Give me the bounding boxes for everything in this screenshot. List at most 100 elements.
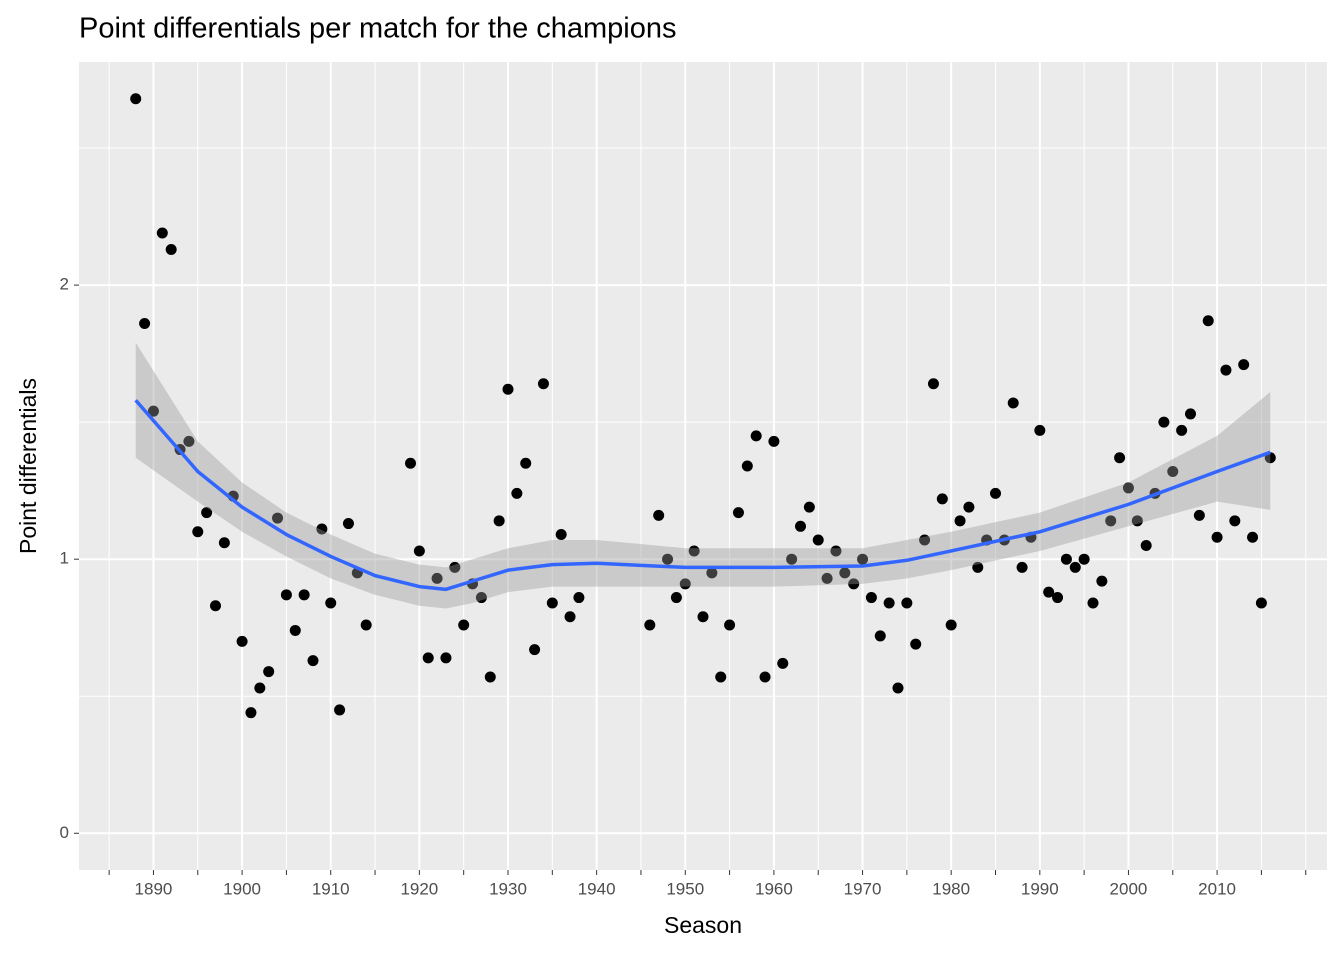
point <box>218 537 230 549</box>
point <box>883 597 895 609</box>
point <box>449 561 461 573</box>
y-tick-label: 0 <box>60 823 69 842</box>
point <box>334 704 346 716</box>
point <box>210 600 221 612</box>
point <box>945 619 957 631</box>
point <box>254 682 266 694</box>
point <box>236 635 248 647</box>
point <box>156 227 168 239</box>
point <box>1140 539 1152 551</box>
x-tick-label: 2000 <box>1110 879 1148 898</box>
point <box>413 545 425 557</box>
point <box>529 644 541 656</box>
point <box>662 553 674 565</box>
point <box>1255 597 1267 609</box>
point <box>1185 408 1196 420</box>
point <box>502 383 514 395</box>
point <box>830 545 842 557</box>
point <box>777 657 789 669</box>
point <box>316 523 328 535</box>
point <box>990 487 1001 499</box>
point <box>511 487 523 499</box>
point <box>653 509 665 521</box>
point <box>1238 359 1250 371</box>
x-tick-label: 1940 <box>578 879 616 898</box>
point <box>732 507 744 519</box>
point <box>1043 586 1055 598</box>
point <box>1016 561 1028 573</box>
point <box>795 520 806 532</box>
point <box>1211 531 1223 543</box>
point <box>289 624 301 636</box>
point <box>901 597 913 609</box>
point <box>475 592 487 604</box>
x-tick-label: 1900 <box>223 879 261 898</box>
point <box>803 501 815 513</box>
point <box>298 589 310 601</box>
point <box>342 518 354 530</box>
x-tick-label: 2010 <box>1198 879 1236 898</box>
x-tick-label: 1890 <box>135 879 173 898</box>
x-axis-title: Season <box>664 912 742 938</box>
point <box>484 671 496 683</box>
point <box>422 652 434 664</box>
point <box>147 405 159 417</box>
point <box>688 545 700 557</box>
panel-background <box>79 62 1327 870</box>
point <box>493 515 505 527</box>
point <box>458 619 470 631</box>
point <box>874 630 886 642</box>
point <box>715 671 727 683</box>
point <box>1176 424 1188 436</box>
x-tick-label: 1970 <box>844 879 882 898</box>
point <box>1158 416 1170 428</box>
point <box>848 578 860 590</box>
smooth-line <box>134 399 1271 592</box>
point <box>670 592 682 604</box>
point <box>139 317 151 329</box>
point <box>440 652 452 664</box>
point <box>130 93 142 105</box>
point <box>555 529 567 541</box>
point <box>431 572 443 584</box>
point <box>865 592 877 604</box>
point <box>1193 509 1205 521</box>
x-tick-label: 1950 <box>666 879 704 898</box>
point <box>1060 553 1072 565</box>
point <box>1096 575 1108 587</box>
point <box>910 638 922 650</box>
point <box>245 707 257 719</box>
point <box>192 526 204 538</box>
point <box>839 567 851 579</box>
y-axis-title: Point differentials <box>15 378 41 554</box>
point <box>1087 597 1099 609</box>
point <box>679 578 691 590</box>
x-tick-label: 1960 <box>755 879 793 898</box>
point <box>892 682 904 694</box>
point <box>1105 515 1117 527</box>
point <box>405 457 416 469</box>
point <box>954 515 966 527</box>
point <box>936 493 948 505</box>
point <box>272 512 284 524</box>
x-tick-label: 1910 <box>312 879 350 898</box>
point <box>1131 515 1143 527</box>
point <box>812 534 824 546</box>
point <box>1114 452 1126 464</box>
point <box>821 572 833 584</box>
point <box>919 534 931 546</box>
x-tick-label: 1980 <box>932 879 970 898</box>
point <box>360 619 372 631</box>
point <box>280 589 292 601</box>
point <box>644 619 656 631</box>
point <box>1069 561 1081 573</box>
point <box>706 567 718 579</box>
point <box>546 597 558 609</box>
point <box>263 666 275 678</box>
point <box>325 597 337 609</box>
point <box>750 430 762 442</box>
point <box>786 553 798 565</box>
chart-title: Point differentials per match for the ch… <box>79 13 677 45</box>
point <box>573 592 585 604</box>
